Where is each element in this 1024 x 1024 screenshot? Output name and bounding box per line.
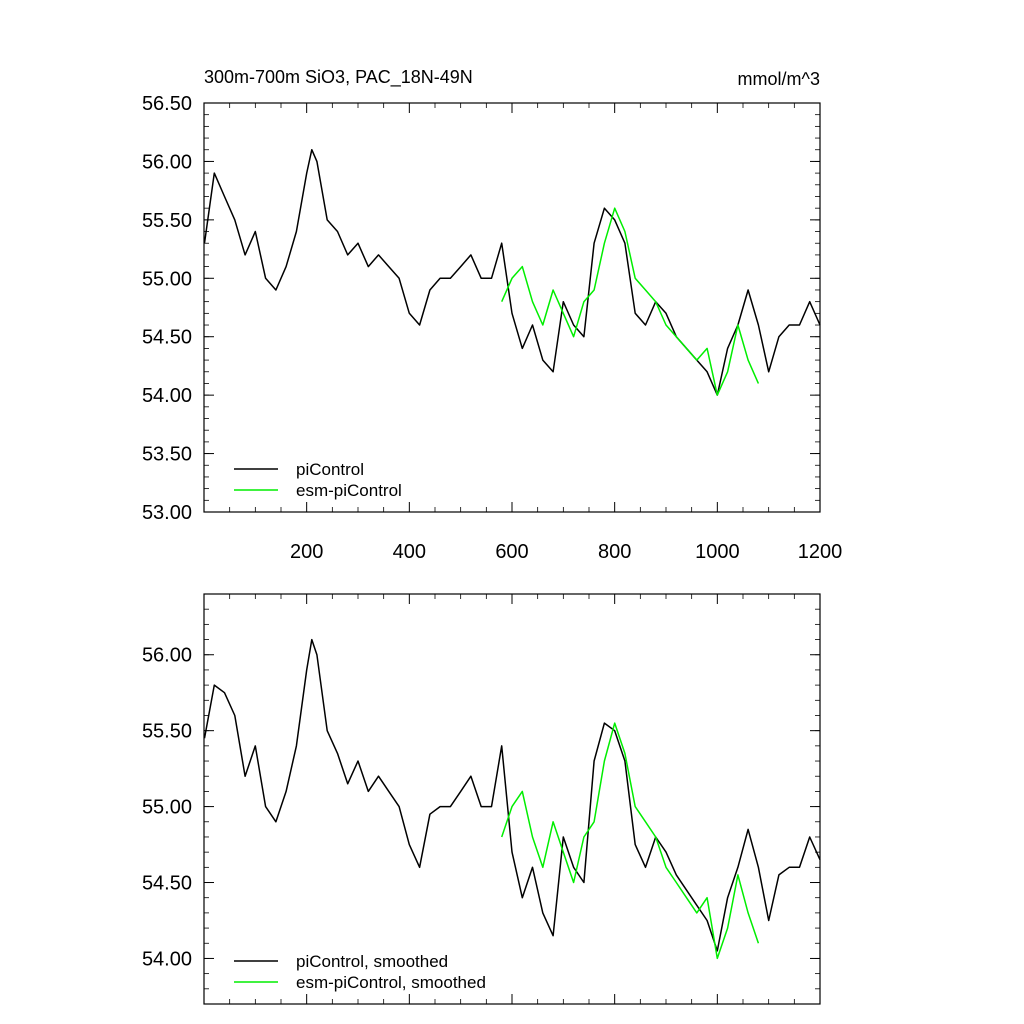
y-tick-label: 55.50 bbox=[142, 210, 192, 232]
top-panel: 300m-700m SiO3, PAC_18N-49N mmol/m^3 53.… bbox=[142, 67, 842, 563]
bottom-legend: piControl, smoothed esm-piControl, smoot… bbox=[234, 952, 486, 992]
series-line-esm-picontrol bbox=[500, 722, 760, 960]
bottom-axes-ticks bbox=[204, 593, 821, 1005]
top-axes-ticks bbox=[204, 102, 821, 513]
y-tick-label: 54.50 bbox=[142, 327, 192, 349]
y-tick-label: 55.00 bbox=[142, 268, 192, 290]
top-legend-label-picontrol: piControl bbox=[296, 460, 364, 479]
x-tick-label: 400 bbox=[393, 541, 426, 563]
x-tick-label: 600 bbox=[495, 541, 528, 563]
top-plot-series bbox=[203, 148, 821, 396]
y-tick-label: 53.50 bbox=[142, 444, 192, 466]
bottom-plot-frame bbox=[203, 593, 821, 1005]
y-tick-label: 56.00 bbox=[142, 151, 192, 173]
top-legend-label-esm-picontrol: esm-piControl bbox=[296, 481, 402, 500]
x-tick-label: 1000 bbox=[695, 541, 740, 563]
bottom-panel: 54.00 54.50 55.00 55.50 56.00 piControl, smo… bbox=[142, 593, 821, 1005]
bottom-legend-label-esm-picontrol: esm-piControl, smoothed bbox=[296, 973, 486, 992]
top-chart-title: 300m-700m SiO3, PAC_18N-49N bbox=[204, 67, 473, 88]
y-tick-label: 56.00 bbox=[142, 645, 192, 667]
bottom-y-tick-labels: 54.00 54.50 55.00 55.50 56.00 bbox=[142, 645, 192, 971]
y-tick-label: 54.50 bbox=[142, 873, 192, 895]
series-line-picontrol bbox=[203, 638, 821, 952]
top-plot-frame bbox=[203, 102, 821, 513]
top-chart-units: mmol/m^3 bbox=[738, 69, 820, 89]
y-tick-label: 53.00 bbox=[142, 502, 192, 524]
y-tick-label: 55.50 bbox=[142, 721, 192, 743]
x-tick-label: 1200 bbox=[798, 541, 843, 563]
x-tick-label: 200 bbox=[290, 541, 323, 563]
bottom-legend-label-picontrol: piControl, smoothed bbox=[296, 952, 448, 971]
series-line-picontrol bbox=[203, 148, 821, 396]
top-y-tick-labels: 53.00 53.50 54.00 54.50 55.00 55.50 56.00 56.50 bbox=[142, 93, 192, 524]
y-tick-label: 56.50 bbox=[142, 93, 192, 115]
y-tick-label: 54.00 bbox=[142, 948, 192, 970]
y-tick-label: 54.00 bbox=[142, 385, 192, 407]
top-legend: piControl esm-piControl bbox=[234, 460, 402, 500]
series-line-esm-picontrol bbox=[501, 207, 760, 396]
bottom-plot-series bbox=[203, 638, 821, 960]
y-tick-label: 55.00 bbox=[142, 797, 192, 819]
x-tick-label: 800 bbox=[598, 541, 631, 563]
top-x-tick-labels: 200 400 600 800 1000 1200 bbox=[290, 541, 842, 563]
